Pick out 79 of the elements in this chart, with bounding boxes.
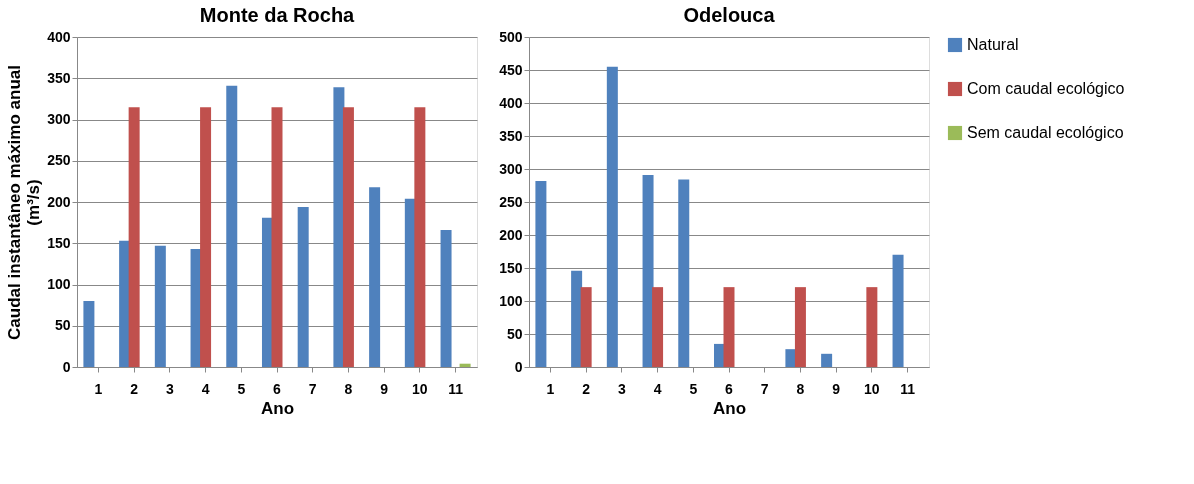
legend-label: Com caudal ecológico — [967, 80, 1125, 97]
y-tick-label: 350 — [47, 69, 71, 86]
y-tick-label: 100 — [499, 292, 523, 309]
x-tick-label: 3 — [617, 380, 626, 397]
x-tick-label: 6 — [725, 380, 734, 397]
x-tick-label: 10 — [412, 380, 428, 397]
y-tick-label: 500 — [499, 28, 523, 45]
bar — [261, 217, 273, 367]
y-tick-label: 150 — [47, 234, 71, 251]
y-tick-label: 0 — [62, 358, 71, 375]
bar — [333, 87, 345, 367]
y-tick-label: 250 — [47, 152, 71, 169]
x-tick-label: 2 — [130, 380, 139, 397]
y-tick-label: 50 — [54, 317, 71, 334]
x-tick-label: 5 — [237, 380, 246, 397]
y-tick-label: 350 — [499, 127, 523, 144]
bar — [128, 107, 140, 367]
y-tick-label: 400 — [499, 94, 523, 111]
bar — [571, 270, 583, 367]
x-tick-label: 7 — [760, 380, 769, 397]
x-tick-label: 6 — [273, 380, 282, 397]
y-tick-label: 250 — [499, 193, 523, 210]
bar — [892, 254, 904, 367]
y-tick-label: 400 — [47, 28, 71, 45]
y-tick-label: 300 — [499, 160, 523, 177]
x-tick-label: 10 — [864, 380, 880, 397]
legend-label: Natural — [967, 36, 1019, 53]
bar — [154, 245, 166, 367]
bar — [652, 287, 664, 367]
y-tick-label: 450 — [499, 61, 523, 78]
x-tick-label: 1 — [546, 380, 555, 397]
bar — [678, 179, 690, 367]
bar — [866, 287, 878, 367]
y-tick-label: 150 — [499, 259, 523, 276]
x-tick-label: 4 — [653, 380, 662, 397]
x-tick-label: 2 — [582, 380, 591, 397]
x-axis-title: Ano — [260, 398, 295, 418]
legend-label: Sem caudal ecológico — [967, 124, 1124, 141]
chart-title: Monte da Rocha — [199, 4, 356, 26]
bar — [271, 107, 283, 367]
x-tick-label: 11 — [448, 380, 464, 397]
chart-title: Odelouca — [683, 4, 776, 26]
y-tick-label: 300 — [47, 111, 71, 127]
bar — [297, 206, 309, 367]
bar — [821, 353, 833, 367]
x-tick-label: 3 — [165, 380, 174, 397]
bar — [440, 230, 452, 367]
bar — [794, 287, 806, 367]
x-tick-label: 9 — [832, 380, 841, 397]
x-tick-label: 7 — [308, 380, 317, 397]
y-tick-label: 100 — [47, 276, 71, 292]
y-tick-label: 200 — [499, 226, 523, 243]
bar — [119, 240, 131, 367]
bar — [200, 107, 212, 367]
y-tick-label: 0 — [514, 358, 523, 375]
x-tick-label: 11 — [900, 380, 916, 397]
y-tick-label: 200 — [47, 193, 71, 210]
x-tick-label: 1 — [94, 380, 103, 397]
bar — [459, 363, 471, 367]
y-tick-label: 50 — [506, 325, 523, 342]
bar — [414, 107, 426, 367]
bar — [713, 343, 725, 367]
bar — [226, 85, 238, 367]
bar — [723, 287, 735, 367]
bar — [606, 66, 618, 367]
bar — [342, 107, 354, 367]
x-axis-title: Ano — [712, 398, 747, 418]
x-tick-label: 8 — [796, 380, 805, 397]
x-tick-label: 5 — [689, 380, 698, 397]
bar — [580, 287, 592, 367]
bar — [369, 187, 381, 367]
y-axis-title: Caudal instantâneo máximo anual (m³/s) — [5, 65, 44, 340]
bar — [642, 174, 654, 367]
bar — [785, 349, 797, 367]
x-tick-label: 8 — [344, 380, 353, 397]
x-tick-label: 9 — [380, 380, 389, 397]
x-tick-label: 4 — [201, 380, 210, 397]
bar — [83, 301, 95, 367]
bar — [535, 180, 547, 367]
